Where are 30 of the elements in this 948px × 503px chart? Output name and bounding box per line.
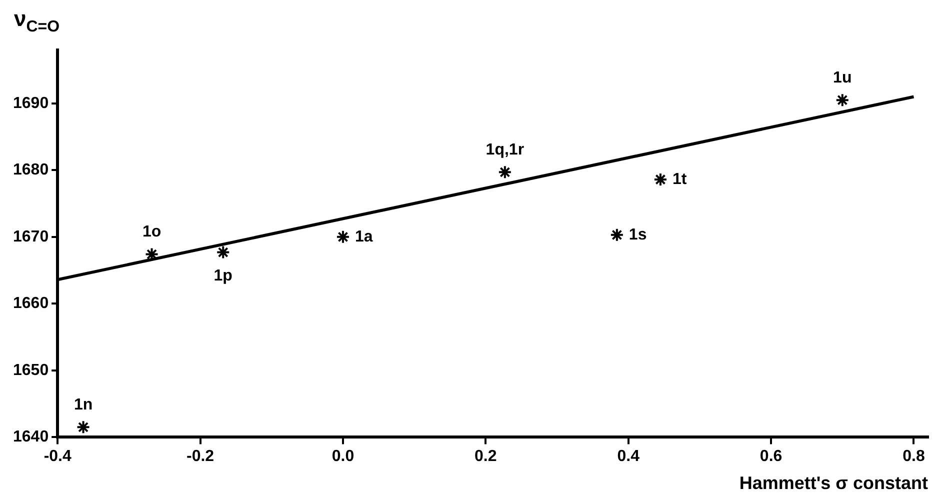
y-tick-label: 1680 [13, 162, 49, 179]
y-tick-label: 1670 [13, 228, 49, 246]
y-tick-label: 1650 [13, 362, 49, 379]
annotation: 1o [142, 224, 162, 241]
x-tick-label: 0.4 [617, 448, 640, 466]
point [216, 245, 230, 260]
annotation: 1u [833, 69, 852, 86]
y-axis-title: ν$_{C=O}$ [14, 6, 60, 36]
x-tick-label: 0.6 [760, 448, 782, 466]
point [610, 228, 624, 242]
point [653, 172, 668, 187]
annotation: 1n [74, 396, 93, 414]
y-tick-label: 1660 [13, 295, 49, 312]
point [498, 165, 512, 180]
annotation: 1s [628, 226, 647, 244]
annotation: 1t [672, 170, 688, 188]
point [76, 420, 90, 434]
point [336, 230, 350, 244]
annotation: 1q,1r [486, 142, 524, 159]
x-tick-label: 0.8 [902, 448, 925, 466]
x-tick-label: -0.4 [44, 448, 72, 466]
y-tick-label: 1640 [13, 428, 49, 446]
annotation: 1p [214, 268, 233, 285]
x-axis-title: Hammett's σ constant [739, 473, 928, 494]
x-tick-label: -0.2 [186, 448, 214, 466]
point [835, 93, 850, 108]
annotation: 1a [354, 228, 373, 246]
x-tick-label: 0.2 [474, 448, 497, 466]
y-tick-label: 1690 [13, 94, 49, 112]
x-tick-label: 0.0 [332, 448, 354, 466]
